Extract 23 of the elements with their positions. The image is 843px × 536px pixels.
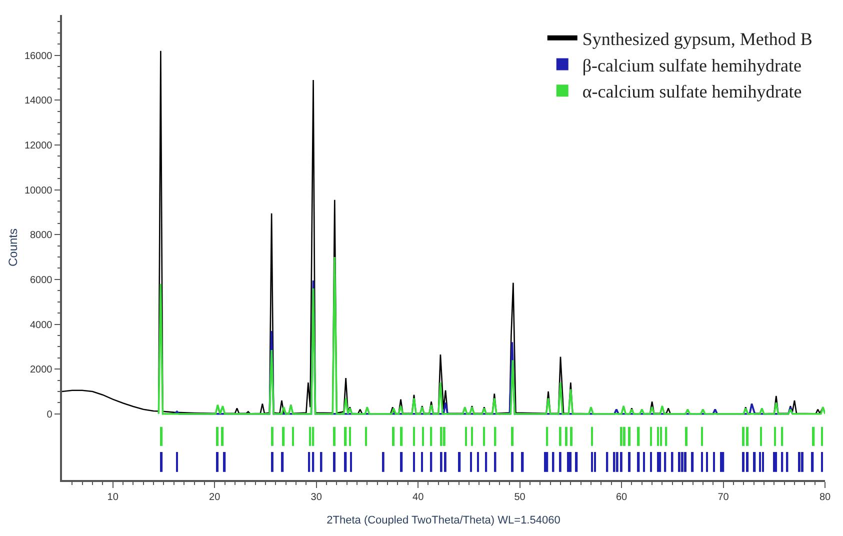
x-tick-label: 60 bbox=[616, 492, 628, 503]
x-tick-label: 70 bbox=[718, 492, 730, 503]
y-tick-label: 14000 bbox=[24, 96, 53, 107]
x-tick-label: 40 bbox=[412, 492, 424, 503]
y-axis-title: Counts bbox=[6, 228, 20, 267]
y-tick-label: 10000 bbox=[24, 185, 53, 196]
y-tick-label: 4000 bbox=[30, 320, 53, 331]
y-tick-label: 6000 bbox=[30, 274, 53, 286]
legend-label: β-calcium sulfate hemihydrate bbox=[582, 55, 802, 76]
x-tick-label: 80 bbox=[819, 492, 831, 503]
y-tick-label: 8000 bbox=[30, 230, 53, 242]
x-tick-label: 20 bbox=[209, 492, 221, 503]
legend-label: α-calcium sulfate hemihydrate bbox=[582, 82, 802, 102]
x-tick-label: 50 bbox=[514, 492, 526, 503]
y-tick-label: 12000 bbox=[24, 140, 53, 152]
line-series bbox=[158, 256, 825, 415]
x-tick-label: 30 bbox=[310, 492, 322, 503]
y-tick-label: 2000 bbox=[30, 364, 53, 376]
legend-label: Synthesized gypsum, Method B bbox=[582, 28, 812, 49]
y-tick-label: 16000 bbox=[24, 50, 53, 62]
y-tick-label: 0 bbox=[46, 409, 53, 420]
x-axis-title: 2Theta (Coupled TwoTheta/Theta) WL=1.54060 bbox=[326, 514, 560, 526]
x-tick-label: 10 bbox=[107, 492, 119, 503]
